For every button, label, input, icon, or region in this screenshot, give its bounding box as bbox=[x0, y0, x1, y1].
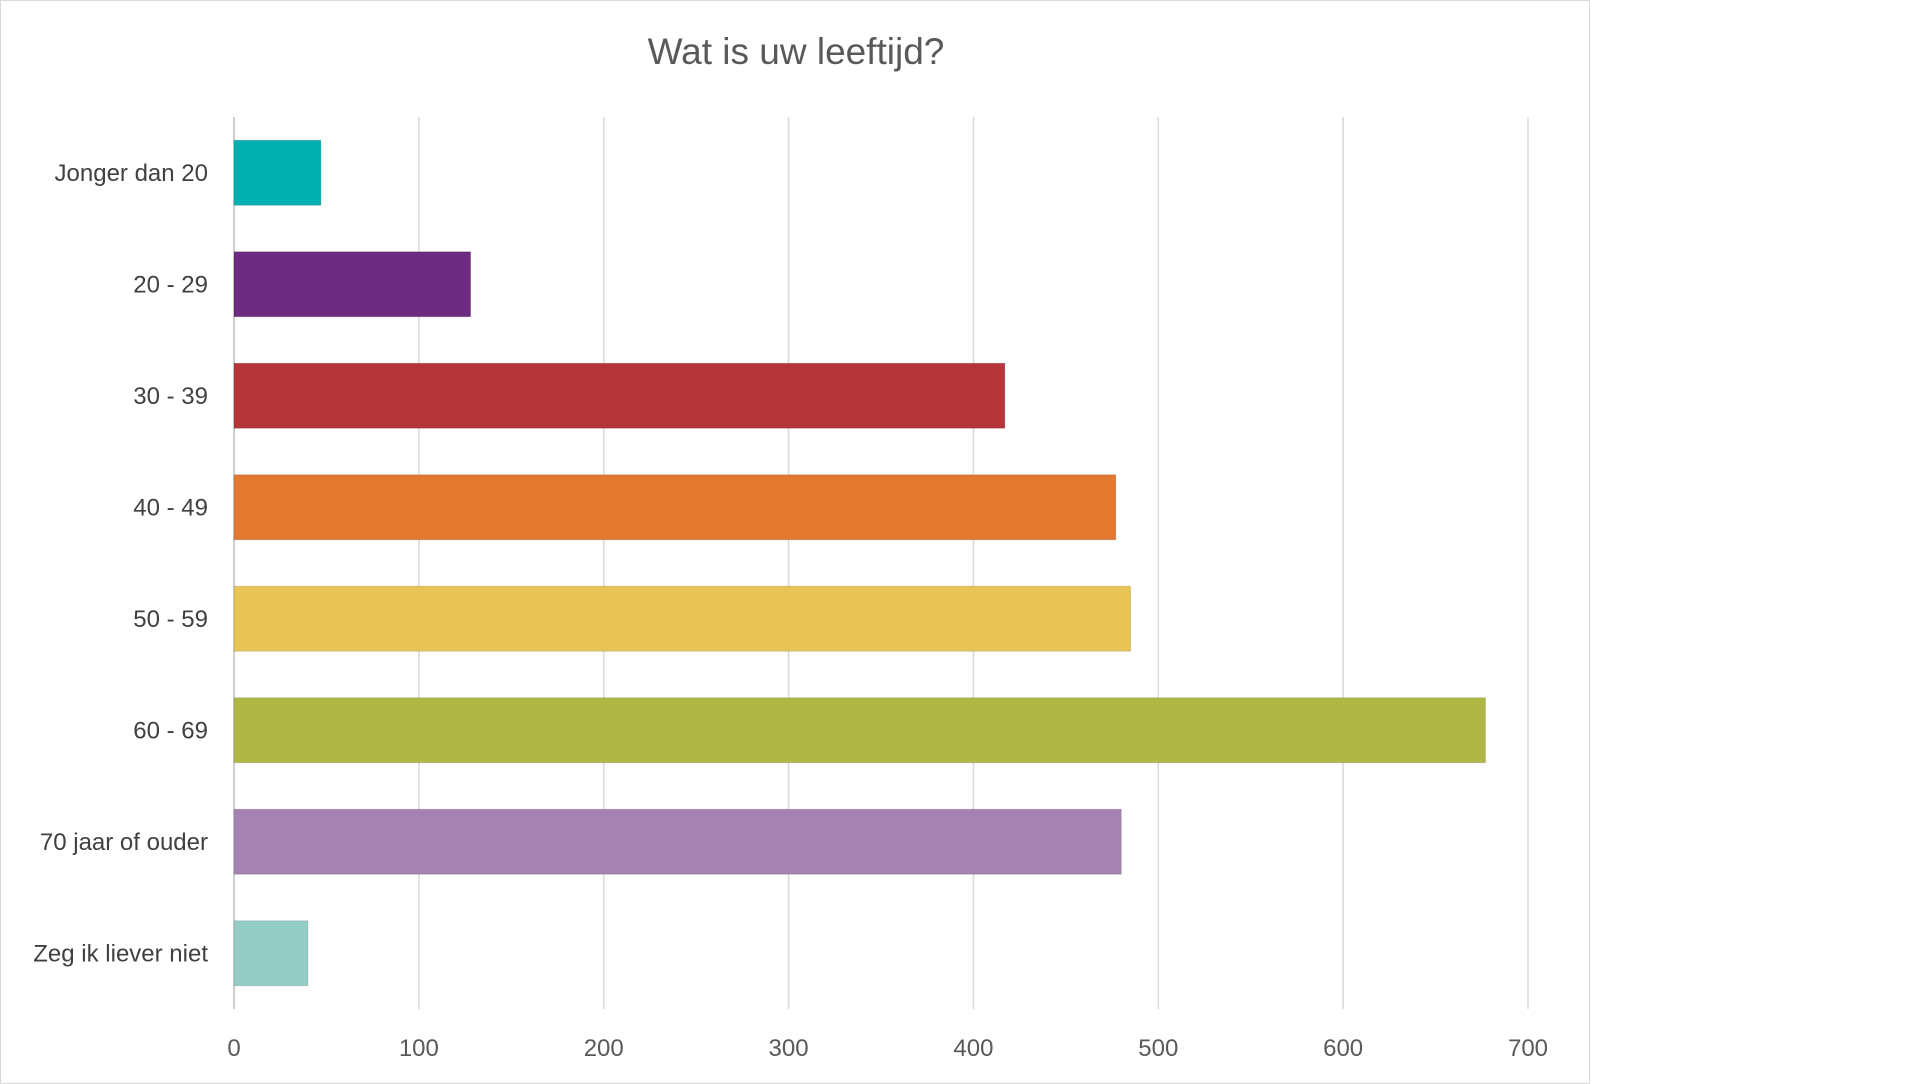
chart-title: Wat is uw leeftijd? bbox=[648, 31, 945, 72]
bar bbox=[233, 362, 1006, 429]
category-label: 30 - 39 bbox=[133, 383, 208, 410]
x-tick-label: 200 bbox=[584, 1035, 624, 1062]
category-label: 60 - 69 bbox=[133, 717, 208, 744]
x-tick-label: 700 bbox=[1508, 1035, 1548, 1062]
bar bbox=[233, 808, 1122, 875]
bar bbox=[233, 697, 1486, 764]
bar bbox=[233, 585, 1132, 652]
bar bbox=[233, 920, 309, 987]
category-label: Jonger dan 20 bbox=[55, 160, 208, 187]
x-tick-label: 0 bbox=[227, 1035, 240, 1062]
category-label: Zeg ik liever niet bbox=[33, 940, 208, 967]
x-tick-label: 400 bbox=[953, 1035, 993, 1062]
x-tick-label: 600 bbox=[1323, 1035, 1363, 1062]
bar bbox=[233, 251, 472, 318]
category-label: 20 - 29 bbox=[133, 271, 208, 298]
bar bbox=[233, 139, 322, 206]
category-label: 70 jaar of ouder bbox=[40, 829, 208, 856]
x-tick-label: 100 bbox=[399, 1035, 439, 1062]
bar bbox=[233, 474, 1117, 541]
x-tick-label: 500 bbox=[1138, 1035, 1178, 1062]
x-tick-label: 300 bbox=[769, 1035, 809, 1062]
category-label: 50 - 59 bbox=[133, 606, 208, 633]
category-label: 40 - 49 bbox=[133, 494, 208, 521]
